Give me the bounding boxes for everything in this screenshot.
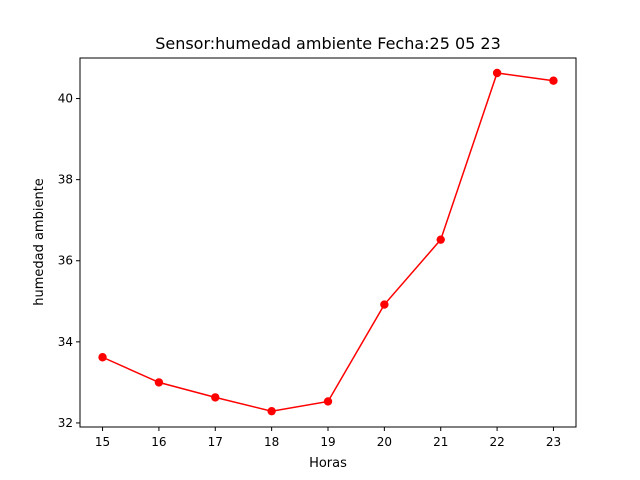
y-axis-label: humedad ambiente — [32, 178, 47, 306]
data-point — [154, 378, 164, 387]
plot-area — [79, 57, 577, 428]
data-point — [436, 235, 445, 244]
y-tick-label: 36 — [58, 254, 73, 268]
x-tick-label: 22 — [489, 435, 504, 449]
x-tick-label: 23 — [546, 435, 561, 449]
x-tick-label: 15 — [95, 435, 110, 449]
x-axis: 15 16 17 18 19 20 21 22 23 — [95, 427, 561, 449]
data-point — [549, 76, 558, 85]
x-tick-label: 17 — [208, 435, 223, 449]
data-point — [323, 397, 333, 406]
x-tick-label: 16 — [151, 435, 166, 449]
x-tick-label: 19 — [320, 435, 335, 449]
x-tick-label: 21 — [433, 435, 448, 449]
series-line — [102, 72, 554, 412]
x-tick-label: 20 — [377, 435, 392, 449]
y-tick-label: 38 — [58, 173, 73, 187]
x-tick-label: 18 — [264, 435, 279, 449]
y-axis: 32 34 36 38 40 — [58, 92, 80, 430]
data-point — [492, 68, 502, 78]
data-point — [267, 406, 276, 416]
chart-title: Sensor:humedad ambiente Fecha:25 05 23 — [155, 34, 501, 53]
y-tick-label: 34 — [58, 335, 73, 349]
data-point — [98, 353, 107, 362]
data-point — [380, 300, 389, 309]
series-points — [98, 68, 558, 416]
y-tick-label: 40 — [58, 92, 73, 106]
x-axis-label: Horas — [309, 456, 347, 471]
y-tick-label: 32 — [58, 416, 73, 430]
data-point — [211, 393, 220, 402]
